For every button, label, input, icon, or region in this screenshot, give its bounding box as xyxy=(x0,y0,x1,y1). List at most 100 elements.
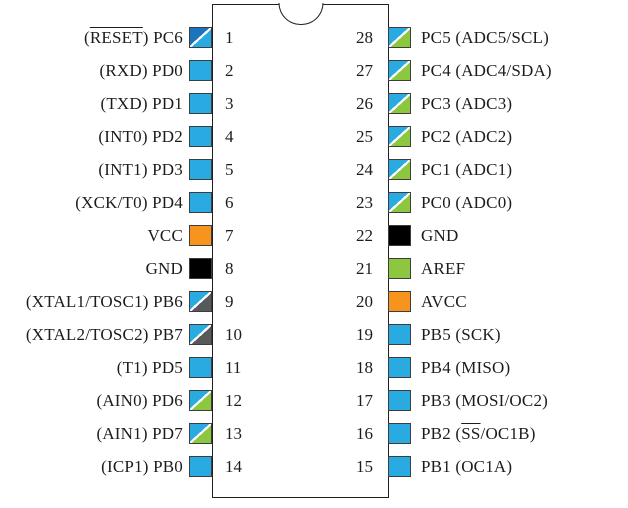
pin-label-text: PC2 (ADC2) xyxy=(421,127,513,146)
pin-number: 25 xyxy=(356,127,373,146)
pin-label: PB4 (MISO) xyxy=(421,359,510,376)
pin-label-text: AVCC xyxy=(421,292,467,311)
pin-number: 4 xyxy=(225,127,234,146)
pin-number: 10 xyxy=(225,325,242,344)
pin-io-icon xyxy=(189,357,212,378)
pin-label-text: (T1) PD5 xyxy=(116,358,183,377)
pin-aref-icon xyxy=(388,258,411,279)
pin-label: (ICP1) PB0 xyxy=(0,458,183,475)
pin-label: (RESET) PC6 xyxy=(0,29,183,46)
pin-number: 6 xyxy=(225,193,234,212)
pin-label-text: PB4 (MISO) xyxy=(421,358,511,377)
pin-io-icon xyxy=(388,357,411,378)
pin-row: (ICP1) PB0 14 xyxy=(0,450,270,483)
pin-row: 24 PC1 (ADC1) xyxy=(338,153,628,186)
pin-label: PC1 (ADC1) xyxy=(421,161,512,178)
pin-number: 27 xyxy=(356,61,373,80)
pin-label-text: (XCK/T0) PD4 xyxy=(75,193,183,212)
pin-io-icon xyxy=(189,126,212,147)
pin-label-text: PC3 (ADC3) xyxy=(421,94,513,113)
pin-number: 18 xyxy=(356,358,373,377)
pin-label: PC0 (ADC0) xyxy=(421,194,512,211)
pin-label: GND xyxy=(0,260,183,277)
pin-label-text: /OC1B) xyxy=(480,424,536,443)
pin-row: 19 PB5 (SCK) xyxy=(338,318,628,351)
pin-analog-icon xyxy=(388,60,411,81)
pin-label-text: (ICP1) PB0 xyxy=(101,457,183,476)
pin-label: AREF xyxy=(421,260,465,277)
chip-body xyxy=(212,3,389,498)
pin-label: PB1 (OC1A) xyxy=(421,458,512,475)
pin-row: (XTAL2/TOSC2) PB7 10 xyxy=(0,318,270,351)
pin-label: PC2 (ADC2) xyxy=(421,128,512,145)
pin-label-text: (INT1) PD3 xyxy=(98,160,183,179)
pin-number: 2 xyxy=(225,61,234,80)
pin-io-icon xyxy=(189,93,212,114)
pin-io-icon xyxy=(388,390,411,411)
pin-io-icon xyxy=(189,60,212,81)
pin-row: 26 PC3 (ADC3) xyxy=(338,87,628,120)
pin-reset-icon xyxy=(189,27,212,48)
pin-row: (INT1) PD3 5 xyxy=(0,153,270,186)
pin-analog-icon xyxy=(388,27,411,48)
pin-row: 18 PB4 (MISO) xyxy=(338,351,628,384)
pin-label-text: (XTAL2/TOSC2) PB7 xyxy=(25,325,183,344)
pin-analog-icon xyxy=(189,390,212,411)
pin-number: 12 xyxy=(225,391,242,410)
pin-row: (RESET) PC6 1 xyxy=(0,21,270,54)
pin-number: 19 xyxy=(356,325,373,344)
pin-analog-icon xyxy=(388,159,411,180)
pin-label-overlined: RESET xyxy=(89,28,143,47)
pin-label: (AIN0) PD6 xyxy=(0,392,183,409)
pin-number: 22 xyxy=(356,226,373,245)
pin-number: 28 xyxy=(356,28,373,47)
pin-row: (XTAL1/TOSC1) PB6 9 xyxy=(0,285,270,318)
pin-analog-icon xyxy=(388,126,411,147)
pin-number: 7 xyxy=(225,226,234,245)
pin-label-text: PC4 (ADC4/SDA) xyxy=(421,61,552,80)
pin-io-icon xyxy=(189,159,212,180)
pin-label: PC5 (ADC5/SCL) xyxy=(421,29,549,46)
pin-row: 27 PC4 (ADC4/SDA) xyxy=(338,54,628,87)
pin-ground-icon xyxy=(189,258,212,279)
pin-number: 23 xyxy=(356,193,373,212)
pin-row: (TXD) PD1 3 xyxy=(0,87,270,120)
pin-xtal-icon xyxy=(189,291,212,312)
pin-row: (INT0) PD2 4 xyxy=(0,120,270,153)
pin-number: 14 xyxy=(225,457,242,476)
pin-ground-icon xyxy=(388,225,411,246)
pin-xtal-icon xyxy=(189,324,212,345)
pin-label: (XTAL1/TOSC1) PB6 xyxy=(0,293,183,310)
pin-row: 15 PB1 (OC1A) xyxy=(338,450,628,483)
pin-row: (T1) PD5 11 xyxy=(0,351,270,384)
pin-label-text: PC1 (ADC1) xyxy=(421,160,513,179)
pin-label-text: ( xyxy=(83,28,90,47)
pin-io-icon xyxy=(189,192,212,213)
pin-row: (XCK/T0) PD4 6 xyxy=(0,186,270,219)
pin-label-text: VCC xyxy=(147,226,183,245)
pin-row: GND 8 xyxy=(0,252,270,285)
pin-label-text: PC0 (ADC0) xyxy=(421,193,513,212)
pin-label-text: (RXD) PD0 xyxy=(99,61,183,80)
pin-label: AVCC xyxy=(421,293,467,310)
pin-label-text: PC5 (ADC5/SCL) xyxy=(421,28,549,47)
pin-row: (RXD) PD0 2 xyxy=(0,54,270,87)
pin-label: (T1) PD5 xyxy=(0,359,183,376)
pin-io-icon xyxy=(189,456,212,477)
pin-label-overlined: SS xyxy=(461,424,481,443)
pin-row: 23 PC0 (ADC0) xyxy=(338,186,628,219)
pin-label-text: ) PC6 xyxy=(142,28,183,47)
pin-number: 1 xyxy=(225,28,234,47)
pin-label-text: (INT0) PD2 xyxy=(98,127,183,146)
pin-label-text: GND xyxy=(145,259,183,278)
pin-label: PB5 (SCK) xyxy=(421,326,501,343)
pin-label: PC3 (ADC3) xyxy=(421,95,512,112)
pin-label-text: (XTAL1/TOSC1) PB6 xyxy=(25,292,183,311)
pin-row: 25 PC2 (ADC2) xyxy=(338,120,628,153)
pin-number: 17 xyxy=(356,391,373,410)
pin-label: PB2 (SS/OC1B) xyxy=(421,425,536,442)
pin-row: 17 PB3 (MOSI/OC2) xyxy=(338,384,628,417)
pin-label-text: PB2 ( xyxy=(421,424,462,443)
